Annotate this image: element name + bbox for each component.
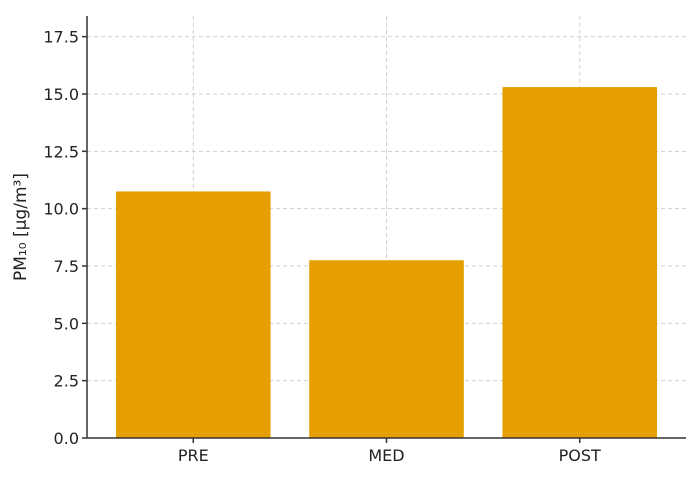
bar-med (309, 260, 464, 438)
bar-pre (115, 191, 271, 438)
y-tick-label: 7.5 (54, 257, 79, 276)
bars (115, 87, 658, 438)
y-tick-label: 10.0 (43, 200, 79, 219)
y-tick-label: 0.0 (54, 429, 79, 448)
y-tick-label: 15.0 (43, 85, 79, 104)
y-tick-label: 12.5 (43, 142, 79, 161)
bar-post (502, 87, 658, 438)
y-axis-label: PM₁₀ [µg/m³] (11, 173, 31, 281)
y-tick-label: 17.5 (43, 28, 79, 47)
x-tick-label: PRE (178, 446, 209, 465)
y-tick-label: 2.5 (54, 372, 79, 391)
x-ticks: PRE MED POST (178, 438, 601, 465)
y-tick-label: 5.0 (54, 314, 79, 333)
x-tick-label: POST (559, 446, 601, 465)
x-tick-label: MED (368, 446, 404, 465)
y-ticks: 0.0 2.5 5.0 7.5 10.0 12.5 15.0 17.5 (43, 28, 87, 448)
